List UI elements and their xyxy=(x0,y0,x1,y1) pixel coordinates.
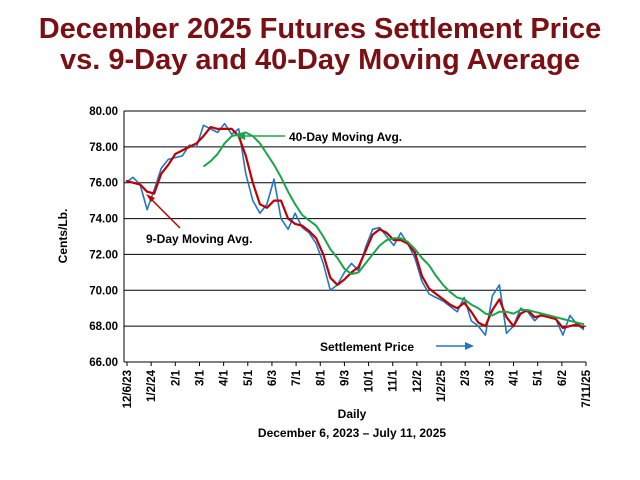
y-tick-label: 70.00 xyxy=(89,285,118,297)
y-tick-label: 76.00 xyxy=(89,178,118,190)
x-tick-label: 6/3 xyxy=(267,370,279,386)
x-tick-label: 3/3 xyxy=(484,370,496,386)
x-tick-label: 5/1 xyxy=(533,369,545,386)
x-tick-label: 6/2 xyxy=(557,370,569,386)
ma40-arrowhead xyxy=(236,132,245,140)
y-tick-label: 80.00 xyxy=(89,106,118,118)
y-tick-label: 74.00 xyxy=(89,214,118,226)
x-tick-label: 10/1 xyxy=(364,369,376,392)
y-tick-label: 66.00 xyxy=(89,357,118,369)
x-tick-label: 7/1 xyxy=(291,369,303,386)
y-tick-label: 78.00 xyxy=(89,142,118,154)
ma9-arrowhead xyxy=(146,194,155,202)
x-tick-label: 9/3 xyxy=(339,370,351,386)
chart-title: December 2025 Futures Settlement Price v… xyxy=(0,14,640,76)
x-tick-label: 1/2/24 xyxy=(146,369,158,402)
gridlines xyxy=(124,110,586,363)
x-tick-label: 3/1 xyxy=(194,369,206,386)
x-tick-label: 1/2/25 xyxy=(436,369,448,402)
x-axis-date-range: December 6, 2023 – July 11, 2025 xyxy=(258,426,446,440)
settlement-arrowhead xyxy=(465,342,474,350)
annotations: 40-Day Moving Avg. 9-Day Moving Avg. Set… xyxy=(146,130,474,354)
settlement-price-line xyxy=(125,122,585,336)
ma9-line xyxy=(125,126,585,329)
y-tick-label: 68.00 xyxy=(89,321,118,333)
y-tick-label: 72.00 xyxy=(89,249,118,261)
ma9-annotation: 9-Day Moving Avg. xyxy=(146,232,252,246)
x-tick-label: 11/1 xyxy=(388,369,400,391)
axes xyxy=(123,111,587,366)
ma9-arrow-line xyxy=(149,197,181,229)
y-tick-labels: 66.00 68.00 70.00 72.00 74.00 76.00 78.00 80.00 xyxy=(89,106,118,369)
x-tick-labels: 12/6/23 1/2/24 2/1 3/1 4/1 5/1 6/3 7/1 8/1 9/3 10/… xyxy=(122,369,593,408)
x-tick-label: 8/1 xyxy=(315,369,327,386)
x-axis-label: Daily xyxy=(338,407,367,421)
settlement-annotation: Settlement Price xyxy=(320,340,414,354)
series-lines xyxy=(125,122,585,336)
chart-title-line1: December 2025 Futures Settlement Price xyxy=(38,13,602,45)
chart-title-line2: vs. 9-Day and 40-Day Moving Average xyxy=(59,44,581,76)
ma40-line xyxy=(202,131,585,326)
x-tick-label: 12/6/23 xyxy=(122,370,134,408)
x-tick-label: 12/2 xyxy=(412,370,424,392)
x-tick-label: 7/11/25 xyxy=(581,369,593,407)
x-tick-label: 5/1 xyxy=(243,369,255,386)
ma40-annotation: 40-Day Moving Avg. xyxy=(289,130,402,144)
x-tick-label: 2/3 xyxy=(460,370,472,386)
x-tick-label: 4/1 xyxy=(509,369,521,386)
y-axis-label: Cents/Lb. xyxy=(56,209,70,264)
x-tick-label: 2/1 xyxy=(170,369,182,386)
x-tick-label: 4/1 xyxy=(219,369,231,386)
